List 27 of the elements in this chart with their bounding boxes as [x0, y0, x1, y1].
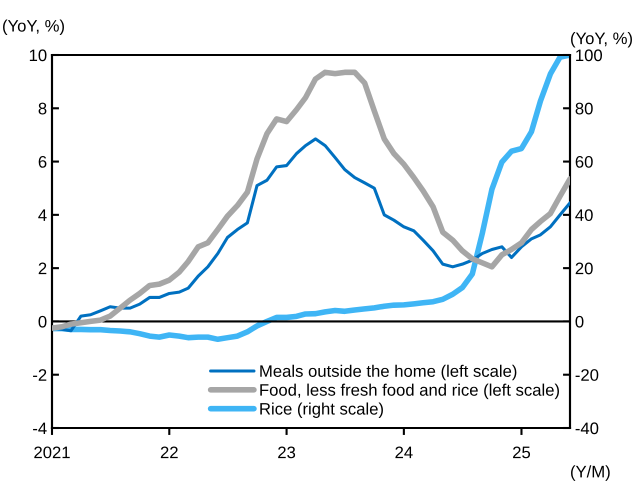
legend-label: Food, less fresh food and rice (left scale) [260, 384, 559, 400]
y-axis-title: (YoY, %) [3, 19, 64, 35]
y2-tick-label: 100 [576, 49, 602, 62]
x-axis-title: (Y/M) [571, 465, 610, 481]
y-tick-label: 10 [30, 49, 46, 62]
y2-axis-title: (YoY, %) [571, 32, 632, 48]
x-tick-label: 23 [278, 446, 296, 458]
y2-tick-label: 0 [576, 316, 584, 328]
y-tick-label: -2 [33, 369, 46, 381]
y2-tick-label: -20 [576, 369, 598, 381]
y-tick-label: 0 [38, 316, 46, 328]
y-tick-label: 2 [38, 262, 46, 274]
y-tick-label: 4 [38, 209, 47, 221]
y-tick-label: 8 [38, 102, 46, 114]
y2-tick-label: 20 [576, 262, 593, 274]
y-tick-label: -4 [33, 422, 47, 434]
y2-tick-label: -40 [576, 422, 598, 434]
x-tick-label: 25 [513, 446, 530, 458]
y-tick-label: 6 [38, 156, 46, 168]
x-tick-label: 24 [395, 446, 413, 458]
x-tick-label: 2021 [34, 446, 70, 458]
y2-tick-label: 80 [576, 102, 593, 114]
legend-label: Meals outside the home (left scale) [260, 364, 516, 380]
legend-label: Rice (right scale) [260, 402, 383, 418]
y2-tick-label: 40 [575, 209, 593, 222]
x-tick-label: 22 [160, 446, 178, 458]
y2-tick-label: 60 [576, 156, 593, 168]
